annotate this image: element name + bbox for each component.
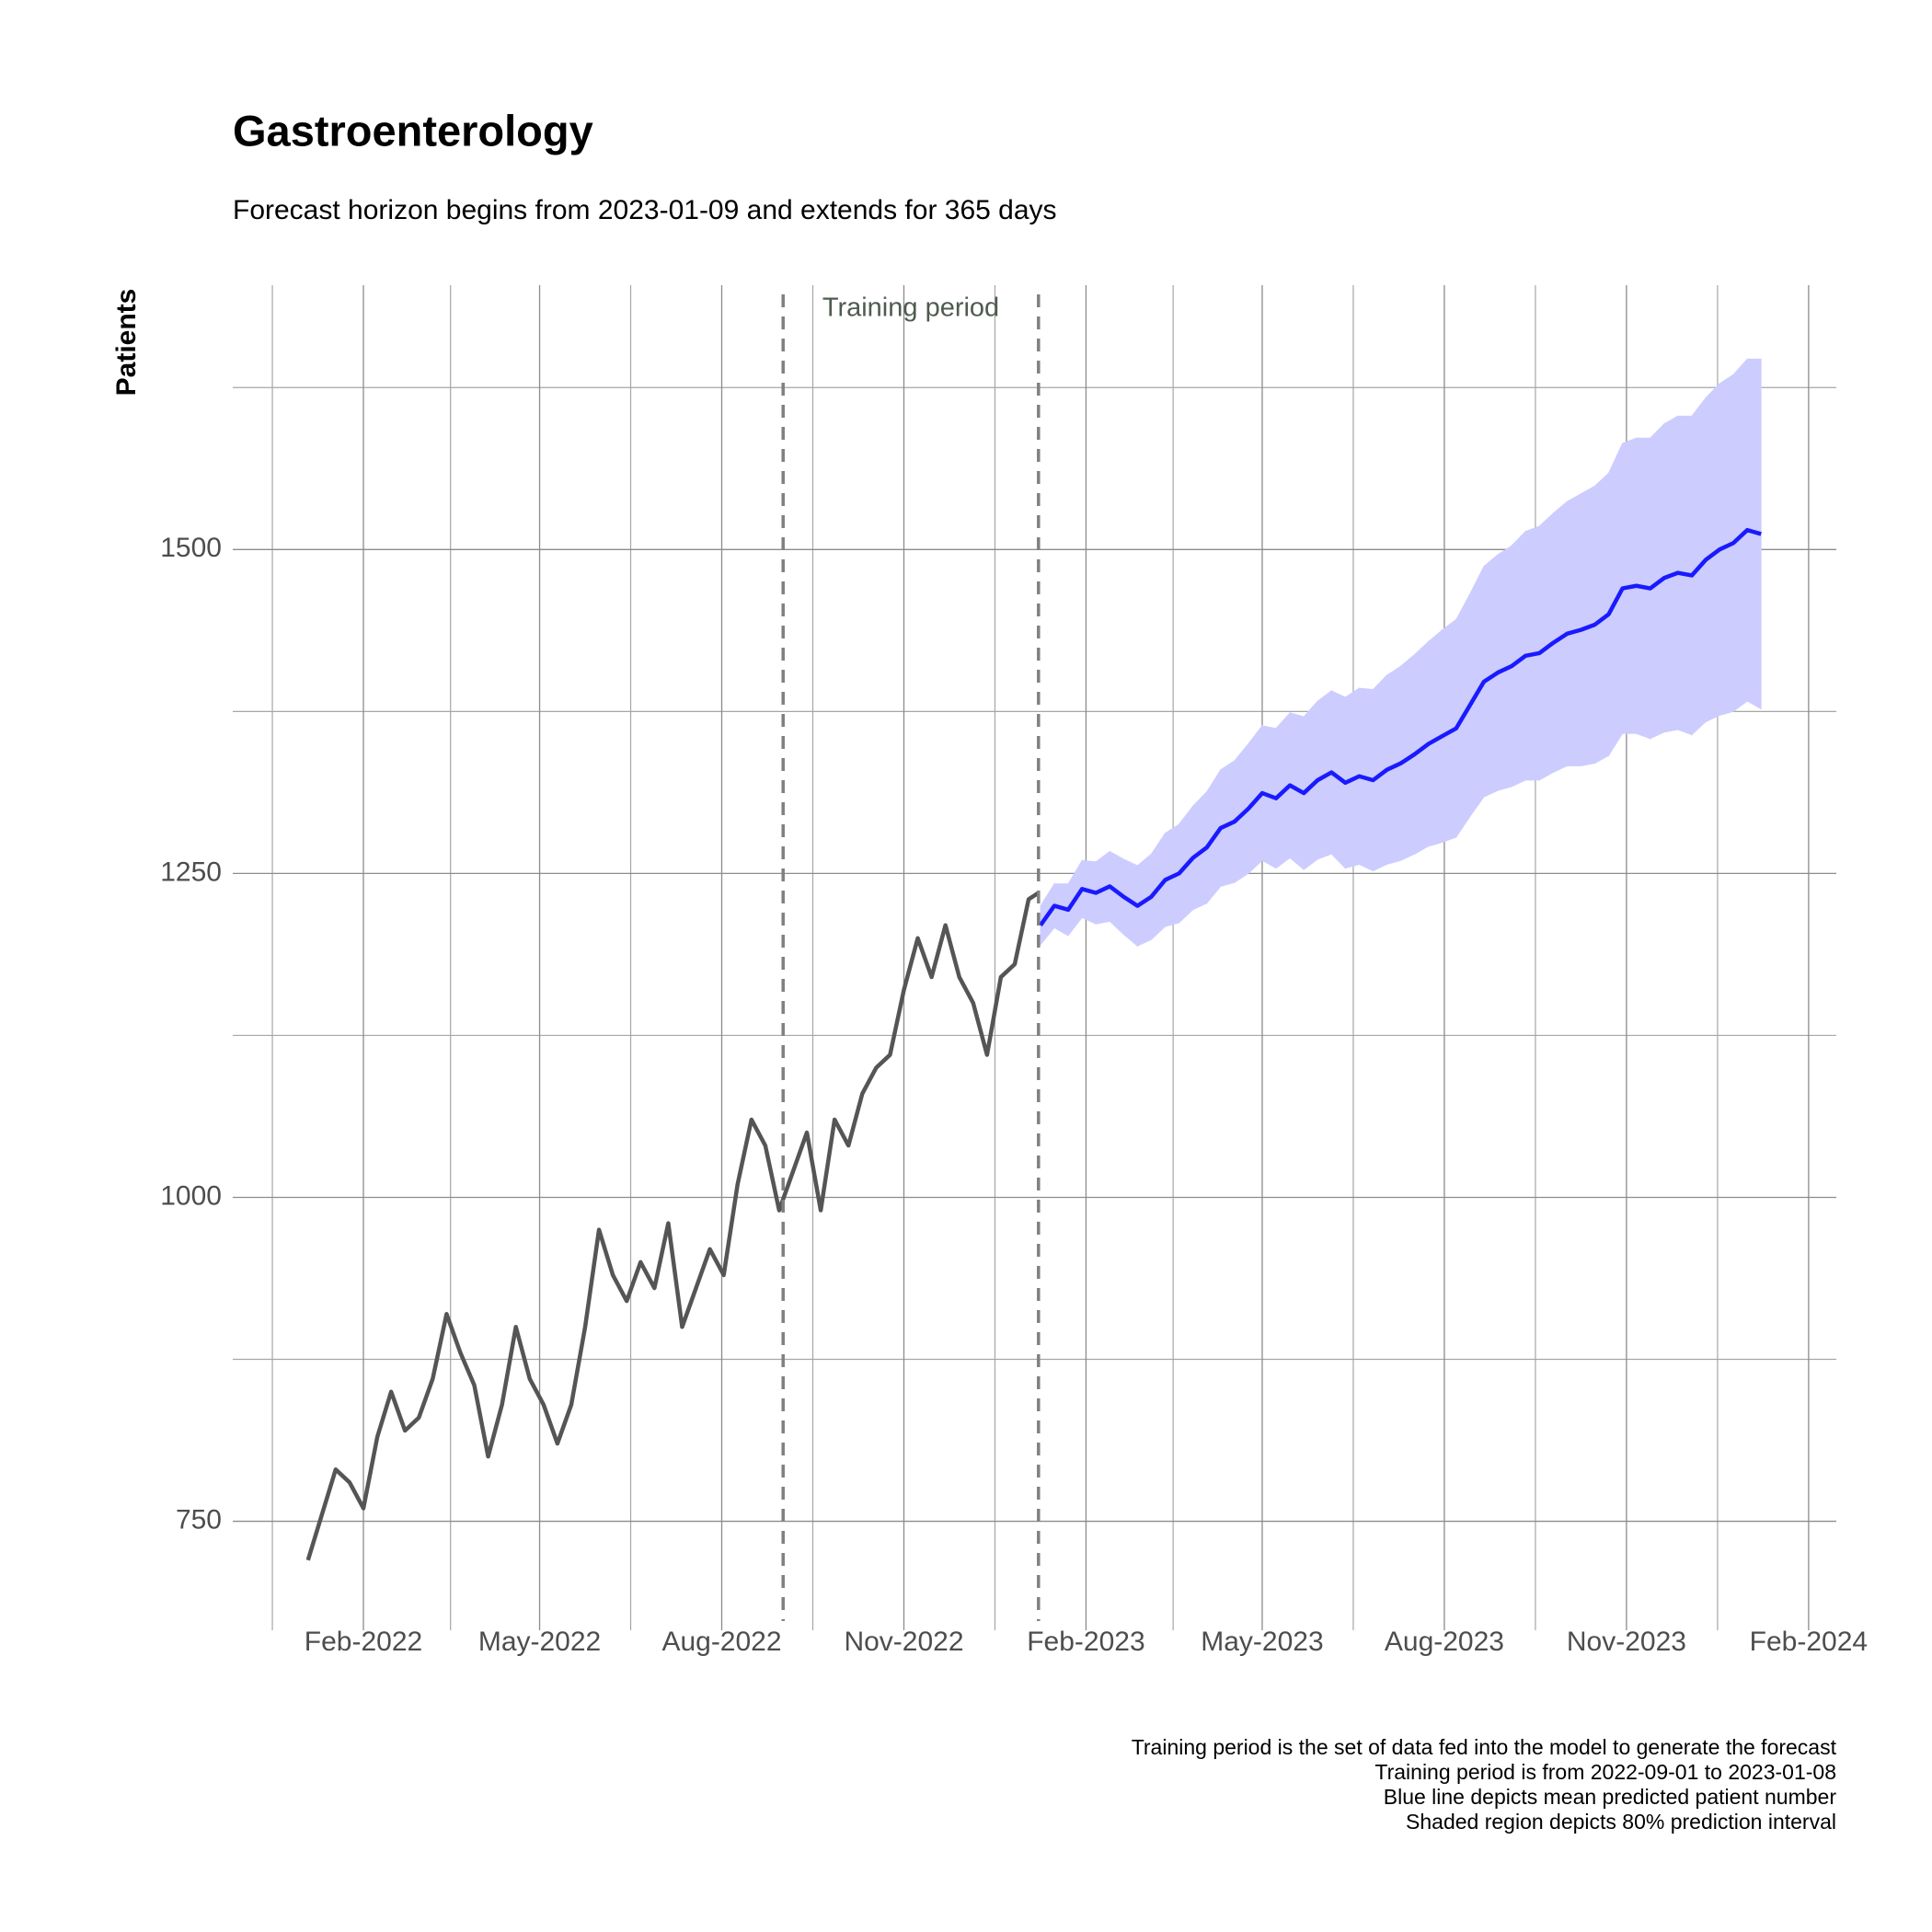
y-tick-label: 750 bbox=[176, 1504, 222, 1535]
x-tick-label: Nov-2023 bbox=[1567, 1627, 1686, 1657]
y-tick-label: 1500 bbox=[160, 533, 222, 563]
x-tick-label: Aug-2023 bbox=[1385, 1627, 1504, 1657]
caption-line: Blue line depicts mean predicted patient… bbox=[1384, 1785, 1837, 1809]
x-tick-label: Aug-2022 bbox=[661, 1627, 781, 1657]
x-tick-label: Feb-2024 bbox=[1750, 1627, 1868, 1657]
x-tick-label: Nov-2022 bbox=[844, 1627, 963, 1657]
y-tick-label: 1000 bbox=[160, 1180, 222, 1211]
x-tick-label: May-2023 bbox=[1201, 1627, 1323, 1657]
annotation: Training period bbox=[822, 293, 999, 323]
data-line bbox=[1039, 527, 1762, 927]
x-tick-label: May-2022 bbox=[478, 1627, 601, 1657]
data-line bbox=[305, 891, 1041, 1561]
x-tick-label: Feb-2022 bbox=[305, 1627, 422, 1657]
caption-line: Shaded region depicts 80% prediction int… bbox=[1406, 1810, 1836, 1834]
caption-line: Training period is from 2022-09-01 to 20… bbox=[1374, 1760, 1836, 1784]
chart-subtitle: Forecast horizon begins from 2023-01-09 … bbox=[233, 195, 1057, 225]
y-axis-label: Patients bbox=[111, 289, 142, 397]
y-tick-label: 1250 bbox=[160, 857, 222, 887]
caption-line: Training period is the set of data fed i… bbox=[1132, 1735, 1837, 1759]
chart-title: Gastroenterology bbox=[233, 106, 593, 155]
x-tick-label: Feb-2023 bbox=[1027, 1627, 1144, 1657]
